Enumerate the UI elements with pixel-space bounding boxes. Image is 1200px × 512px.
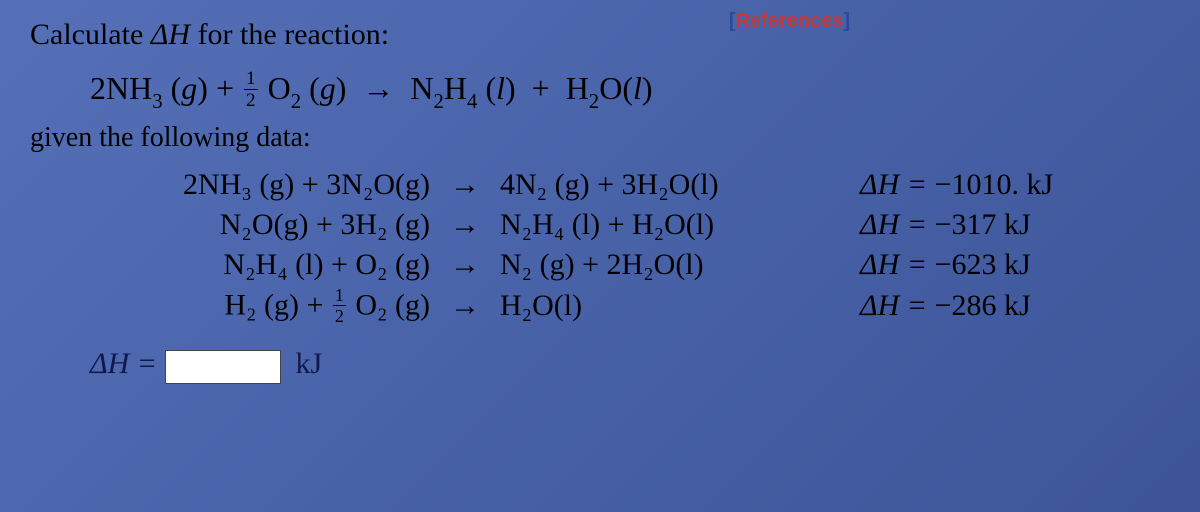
data-row: 2NH₃ (g) + 3N₂O(g) → 4N₂ (g) + 3H₂O(l) Δ… [90, 168, 1170, 202]
fraction: 12 [244, 69, 258, 110]
phase: l [633, 70, 642, 106]
prompt-line: Calculate ΔH for the reaction: [30, 6, 1170, 52]
references-label: References [735, 10, 843, 32]
answer-unit: kJ [296, 347, 323, 380]
data-row: N₂H₄ (l) + O₂ (g) → N₂ (g) + 2H₂O(l) ΔH … [90, 248, 1170, 282]
frac-den: 2 [333, 306, 346, 325]
prompt-suffix: for the reaction: [190, 18, 389, 51]
species: H [444, 70, 467, 106]
delta-h: ΔH = −623 kJ [860, 248, 1120, 282]
coeff: 2 [90, 70, 106, 106]
subscript: 2 [291, 90, 301, 113]
subscript: 2 [589, 90, 599, 113]
eq-lhs: N₂H₄ (l) + O₂ (g) [90, 248, 440, 282]
arrow: → [362, 70, 394, 106]
species: N [410, 70, 433, 106]
answer-label: ΔH = [90, 347, 165, 380]
frac-num: 1 [333, 286, 346, 306]
delta-h: ΔH = −286 kJ [860, 289, 1120, 323]
plus: + [208, 70, 242, 106]
frac-num: 1 [244, 69, 258, 90]
data-row: H₂ (g) + 12 O₂ (g) → H₂O(l) ΔH = −286 kJ [90, 288, 1170, 327]
species: O [599, 70, 622, 106]
answer-input[interactable] [165, 350, 281, 384]
species: O [268, 70, 291, 106]
eq-lhs: N₂O(g) + 3H₂ (g) [90, 208, 440, 242]
subscript: 3 [152, 90, 162, 113]
phase: g [181, 70, 197, 106]
given-label: given the following data: [30, 122, 1170, 154]
delta-h: ΔH = −1010. kJ [860, 168, 1120, 202]
eq-lhs: 2NH₃ (g) + 3N₂O(g) [90, 168, 440, 202]
frac-den: 2 [244, 90, 258, 110]
phase: l [496, 70, 505, 106]
prompt-prefix: Calculate [30, 18, 151, 51]
subscript: 4 [467, 90, 477, 113]
species: H [566, 70, 589, 106]
delta-h-symbol: ΔH [151, 18, 190, 51]
answer-line: ΔH = kJ [90, 347, 1170, 383]
eq-rhs: N₂ (g) + 2H₂O(l) [490, 248, 860, 282]
delta-h: ΔH = −317 kJ [860, 208, 1120, 242]
phase: g [320, 70, 336, 106]
eq-rhs: 4N₂ (g) + 3H₂O(l) [490, 168, 860, 202]
arrow: → [440, 208, 490, 242]
references-link[interactable]: [References] [729, 10, 850, 33]
eq-rhs: N₂H₄ (l) + H₂O(l) [490, 208, 860, 242]
fraction: 12 [333, 286, 346, 325]
data-equations: 2NH₃ (g) + 3N₂O(g) → 4N₂ (g) + 3H₂O(l) Δ… [90, 168, 1170, 327]
arrow: → [440, 289, 490, 323]
species: NH [106, 70, 152, 106]
eq-rhs: H₂O(l) [490, 289, 860, 323]
arrow: → [440, 248, 490, 282]
arrow: → [440, 168, 490, 202]
subscript: 2 [434, 90, 444, 113]
data-row: N₂O(g) + 3H₂ (g) → N₂H₄ (l) + H₂O(l) ΔH … [90, 208, 1170, 242]
target-reaction: 2NH3 (g) + 12 O2 (g) → N2H4 (l) + H2O(l) [90, 70, 1170, 112]
eq-lhs: H₂ (g) + 12 O₂ (g) [90, 288, 440, 327]
